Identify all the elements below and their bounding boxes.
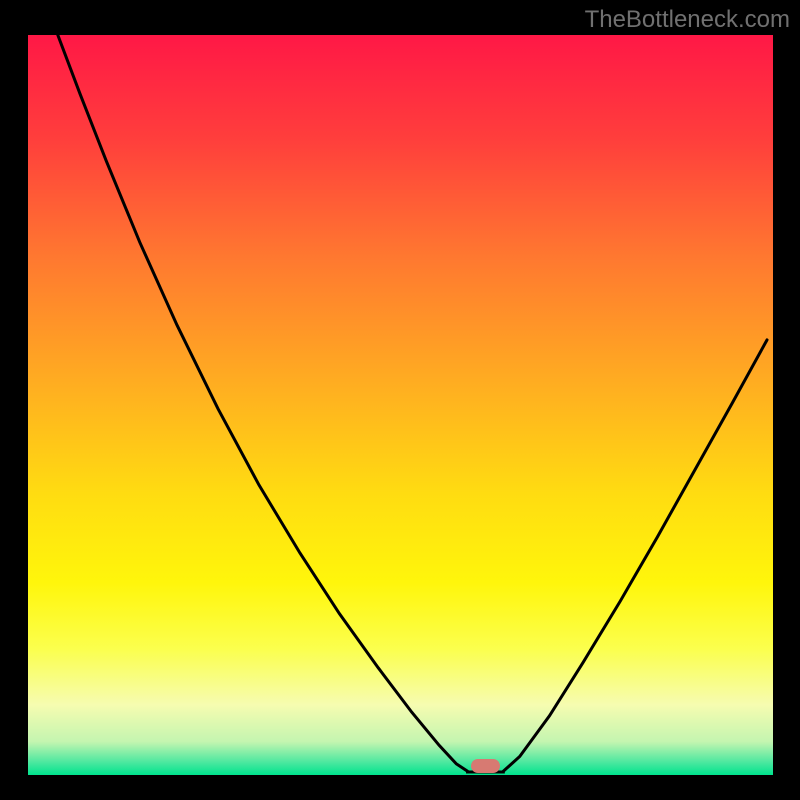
bottleneck-marker bbox=[471, 759, 501, 772]
plot-area bbox=[28, 35, 773, 775]
chart-container: TheBottleneck.com bbox=[0, 0, 800, 800]
left-curve bbox=[58, 35, 468, 771]
right-curve bbox=[503, 340, 767, 771]
curve-layer bbox=[28, 35, 773, 775]
watermark-label: TheBottleneck.com bbox=[585, 6, 790, 34]
